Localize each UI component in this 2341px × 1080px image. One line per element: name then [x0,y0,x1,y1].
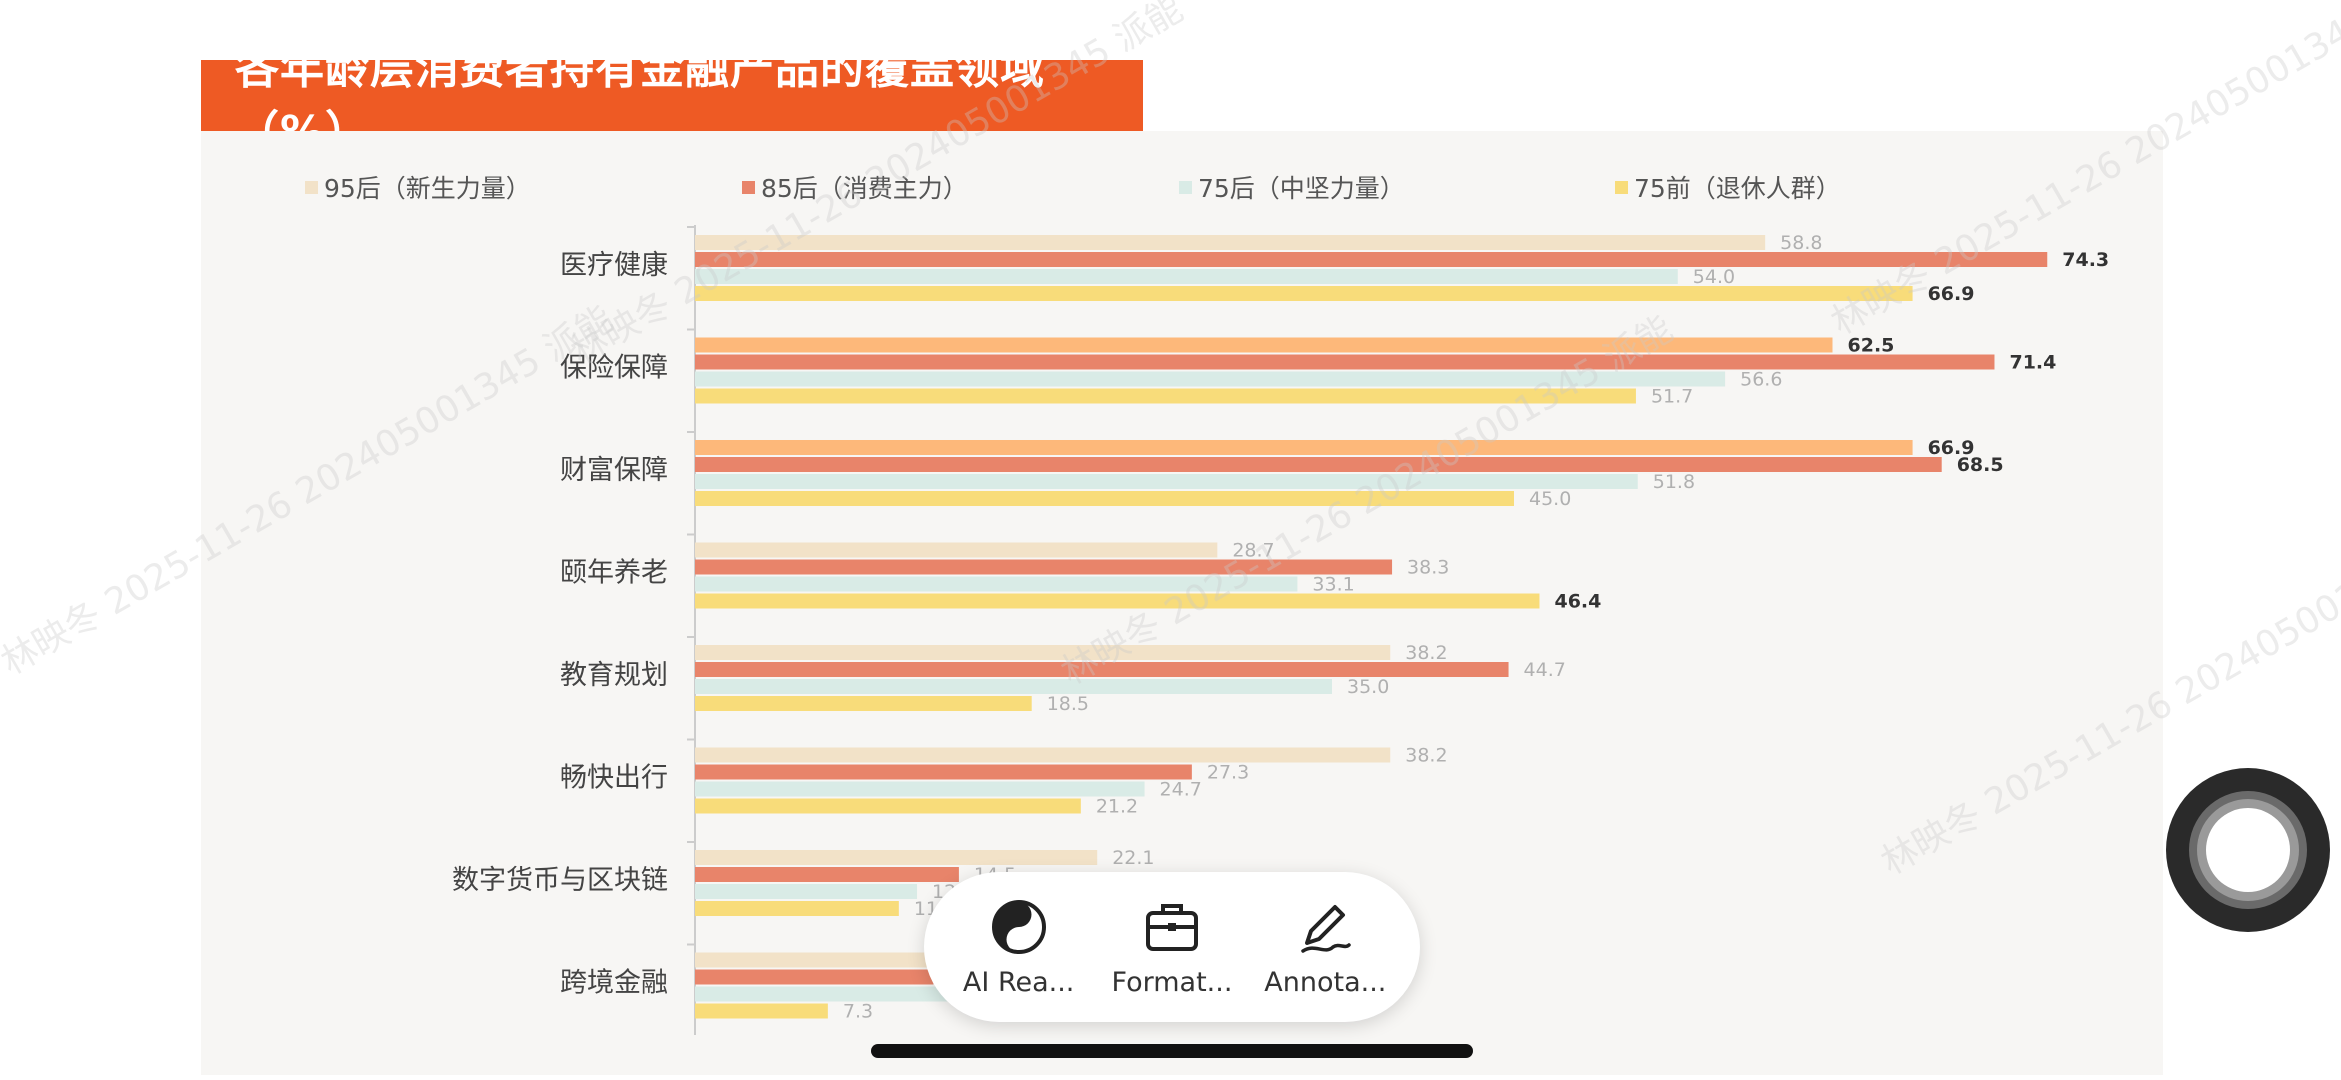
floating-toolbar: AI Rea... Format... Annota... [924,872,1420,1022]
category-label: 跨境金融 [560,968,668,999]
legend-label-95: 95后（新生力量） [324,174,531,203]
data-label: 56.6 [1740,369,1782,391]
legend-item-75: 75后（中坚力量） [1179,170,1405,204]
bar-1 [695,850,1098,865]
data-label: 66.9 [1928,283,1975,305]
bar-1 [695,440,1913,455]
bar-4 [695,696,1032,711]
data-label: 28.7 [1232,540,1274,562]
bar-1 [695,645,1391,660]
legend-swatch-85 [742,180,755,194]
bar-1 [695,542,1218,558]
bar-3 [695,576,1298,592]
assistive-touch-button[interactable] [2166,768,2330,932]
legend-swatch-95 [305,180,318,194]
data-label: 7.3 [843,1001,873,1023]
data-label: 18.5 [1047,693,1089,715]
ai-read-icon [991,899,1046,954]
bar-4 [695,798,1081,814]
data-label: 27.3 [1207,762,1249,784]
legend-label-85: 85后（消费主力） [761,174,968,203]
bar-1 [695,337,1833,353]
bar-2 [695,354,1995,370]
bar-3 [695,371,1726,387]
ai-read-button[interactable]: AI Rea... [949,897,1089,998]
bar-2 [695,252,2048,267]
briefcase-icon [1145,903,1198,951]
data-label: 66.9 [1928,437,1975,459]
category-label: 教育规划 [560,660,668,691]
bar-4 [695,286,1913,301]
category-label: 颐年养老 [560,558,668,589]
category-label: 数字货币与区块链 [452,865,668,896]
data-label: 46.4 [1554,591,1601,613]
data-label: 74.3 [2062,249,2109,271]
bar-3 [695,986,950,1002]
data-label: 44.7 [1524,659,1566,681]
home-indicator[interactable] [871,1044,1473,1058]
data-label: 21.2 [1096,796,1138,818]
bar-1 [695,235,1766,250]
bar-2 [695,969,934,985]
category-label: 保险保障 [560,353,668,384]
data-label: 51.8 [1653,471,1695,493]
data-label: 71.4 [2009,352,2056,374]
bar-3 [695,474,1638,489]
bar-4 [695,901,899,916]
bar-4 [695,388,1636,404]
data-label: 38.3 [1407,557,1449,579]
bar-4 [695,1003,828,1019]
data-label: 38.2 [1405,642,1447,664]
legend-item-95: 95后（新生力量） [305,170,531,204]
bar-4 [695,491,1514,506]
ai-read-label: AI Rea... [962,966,1075,998]
bar-4 [695,593,1540,609]
format-button[interactable]: Format... [1102,897,1242,998]
data-label: 51.7 [1651,386,1693,408]
bar-3 [695,679,1332,694]
pen-icon [1301,904,1352,953]
category-label: 医疗健康 [560,250,668,281]
data-label: 38.2 [1405,745,1447,767]
bar-3 [695,781,1145,797]
annotate-label: Annota... [1264,966,1387,998]
bar-2 [695,867,959,882]
data-label: 35.0 [1347,676,1389,698]
data-label: 22.1 [1112,847,1154,869]
legend-item-75pre: 75前（退休人群） [1615,170,1841,204]
legend-swatch-75pre [1615,180,1628,194]
data-label: 54.0 [1693,266,1735,288]
bar-2 [695,764,1192,780]
bar-1 [695,747,1391,763]
legend-label-75: 75后（中坚力量） [1198,174,1405,203]
bar-2 [695,457,1942,472]
bar-1 [695,952,961,968]
legend-label-75pre: 75前（退休人群） [1634,174,1841,203]
format-label: Format... [1111,966,1233,998]
category-label: 财富保障 [560,455,668,486]
bar-2 [695,662,1509,677]
data-label: 45.0 [1529,488,1571,510]
annotate-button[interactable]: Annota... [1255,897,1395,998]
bar-2 [695,559,1393,575]
data-label: 24.7 [1160,779,1202,801]
data-label: 68.5 [1957,454,2004,476]
bar-3 [695,884,918,899]
data-label: 58.8 [1780,232,1822,254]
data-label: 33.1 [1312,574,1354,596]
category-label: 畅快出行 [560,763,668,794]
bar-3 [695,269,1678,284]
legend-swatch-75 [1179,180,1192,194]
data-label: 62.5 [1848,335,1895,357]
legend-item-85: 85后（消费主力） [742,170,968,204]
